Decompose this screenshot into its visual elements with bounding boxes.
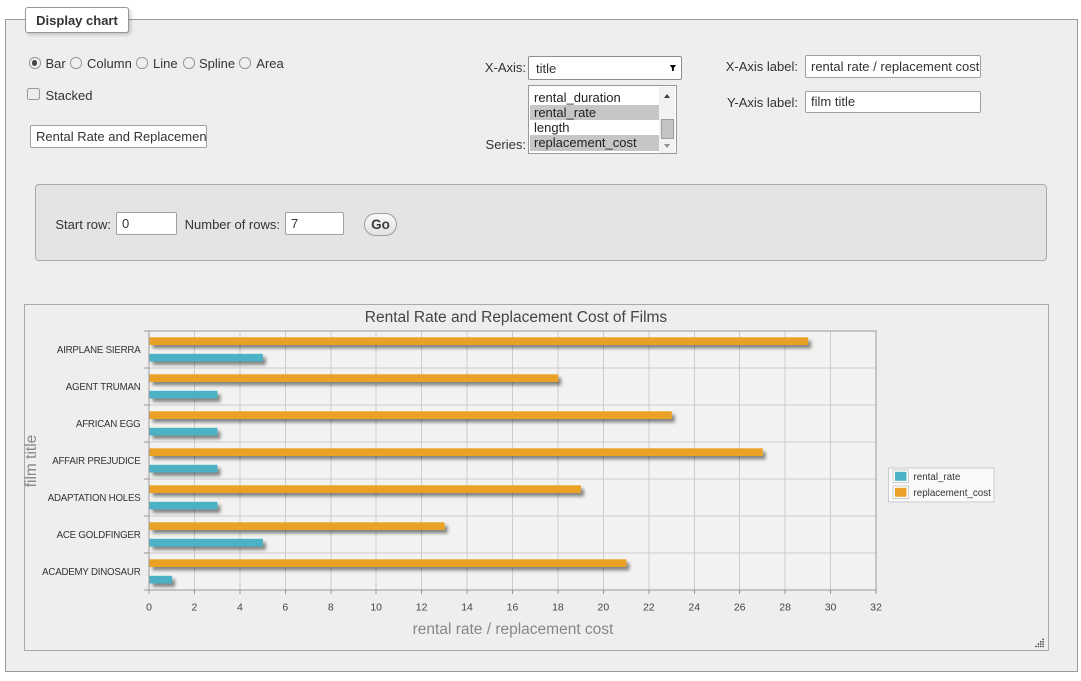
svg-text:26: 26 [734,602,746,614]
svg-text:24: 24 [688,602,700,614]
svg-text:AFRICAN EGG: AFRICAN EGG [76,419,141,430]
svg-text:12: 12 [416,602,428,614]
svg-text:10: 10 [370,602,382,614]
svg-text:AFFAIR PREJUDICE: AFFAIR PREJUDICE [52,456,141,467]
svg-text:AGENT TRUMAN: AGENT TRUMAN [66,382,141,393]
svg-text:Rental Rate and Replacement Co: Rental Rate and Replacement Cost of Film… [365,309,668,326]
svg-text:14: 14 [461,602,473,614]
svg-text:22: 22 [643,602,655,614]
svg-text:4: 4 [237,602,243,614]
svg-text:28: 28 [779,602,791,614]
svg-text:replacement_cost: replacement_cost [914,488,992,499]
svg-text:AIRPLANE SIERRA: AIRPLANE SIERRA [57,345,141,356]
svg-text:8: 8 [328,602,334,614]
svg-text:rental_rate: rental_rate [914,472,961,483]
svg-text:rental rate / replacement cost: rental rate / replacement cost [413,621,614,638]
svg-text:ACE GOLDFINGER: ACE GOLDFINGER [57,530,141,541]
svg-text:ADAPTATION HOLES: ADAPTATION HOLES [48,493,142,504]
svg-text:0: 0 [146,602,152,614]
svg-text:2: 2 [192,602,198,614]
svg-text:32: 32 [870,602,882,614]
svg-text:film title: film title [24,435,40,488]
svg-text:6: 6 [282,602,288,614]
svg-text:30: 30 [825,602,837,614]
svg-text:18: 18 [552,602,564,614]
svg-text:ACADEMY DINOSAUR: ACADEMY DINOSAUR [42,567,141,578]
svg-text:16: 16 [507,602,519,614]
svg-text:20: 20 [598,602,610,614]
